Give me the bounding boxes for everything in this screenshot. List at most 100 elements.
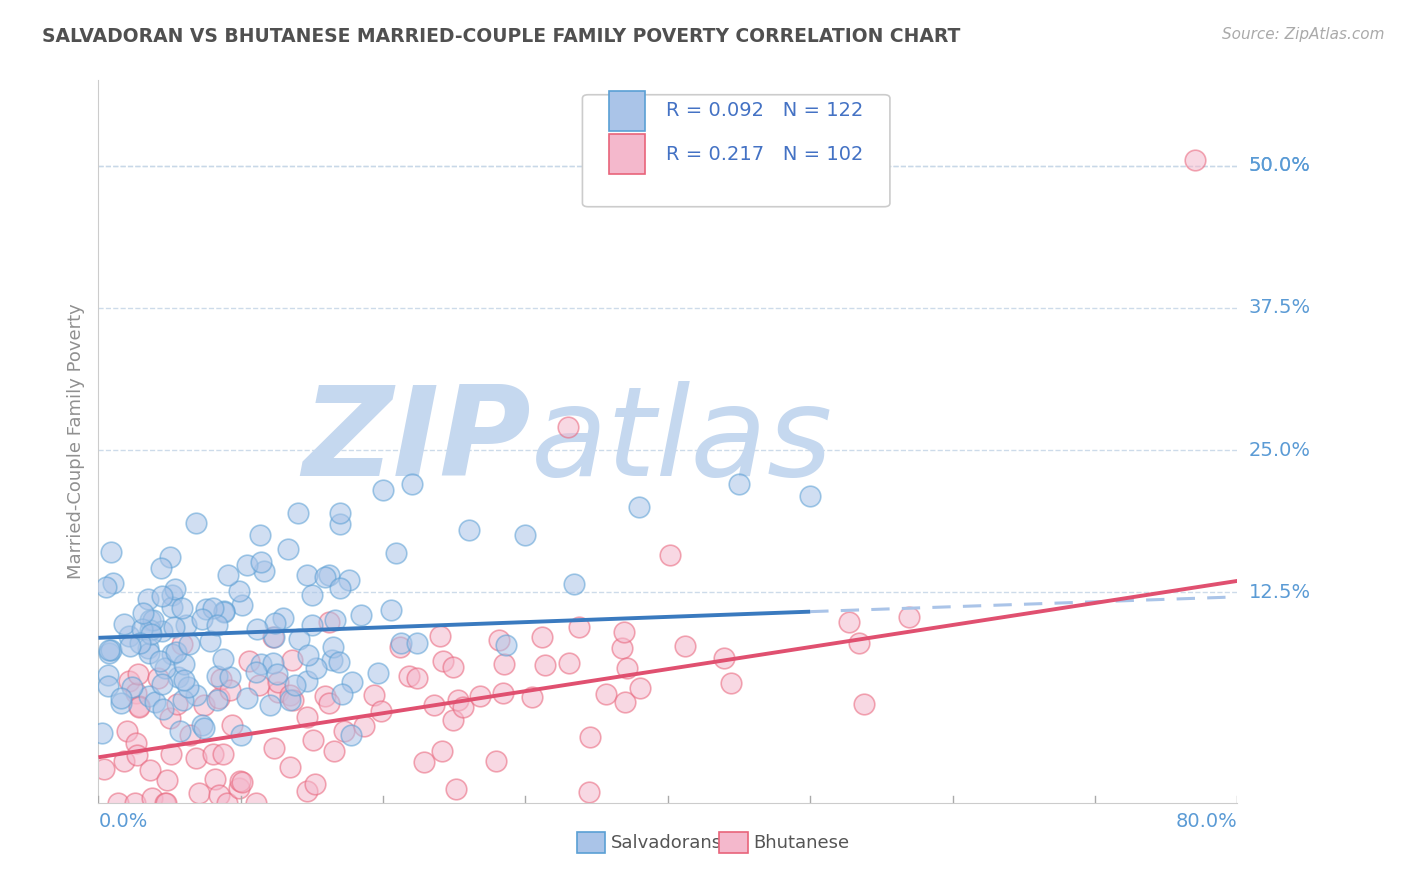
Point	[853, 698, 876, 712]
Point	[613, 625, 636, 640]
Point	[333, 723, 356, 738]
Point	[228, 773, 250, 788]
Point	[160, 647, 183, 661]
Text: 50.0%: 50.0%	[1249, 156, 1310, 175]
Point	[430, 744, 453, 758]
Point	[250, 657, 273, 671]
Point	[283, 693, 305, 707]
Point	[136, 640, 159, 655]
Point	[193, 721, 215, 735]
Point	[146, 671, 169, 685]
Point	[139, 627, 162, 641]
Point	[115, 724, 138, 739]
Point	[412, 755, 434, 769]
Point	[150, 624, 173, 638]
Point	[451, 699, 474, 714]
Point	[578, 784, 600, 798]
Point	[139, 613, 162, 627]
Point	[485, 754, 508, 768]
Point	[100, 642, 122, 657]
Point	[94, 580, 117, 594]
Point	[132, 607, 155, 621]
Point	[330, 687, 353, 701]
Point	[322, 640, 344, 654]
Point	[117, 674, 139, 689]
Point	[329, 506, 352, 520]
Point	[173, 657, 195, 671]
Point	[172, 693, 194, 707]
Point	[155, 796, 177, 810]
Point	[128, 699, 150, 714]
Point	[235, 558, 257, 572]
Point	[267, 675, 290, 690]
Point	[318, 567, 340, 582]
Text: Source: ZipAtlas.com: Source: ZipAtlas.com	[1222, 27, 1385, 42]
Point	[184, 688, 207, 702]
Point	[212, 604, 235, 618]
Point	[277, 542, 299, 557]
Point	[208, 788, 231, 802]
Point	[447, 692, 470, 706]
Text: R = 0.092   N = 122: R = 0.092 N = 122	[665, 102, 863, 120]
Point	[488, 633, 510, 648]
Point	[217, 567, 239, 582]
Point	[160, 747, 183, 761]
Point	[297, 709, 319, 723]
Point	[97, 643, 120, 657]
Point	[253, 564, 276, 578]
Point	[165, 582, 187, 596]
Point	[118, 630, 141, 644]
Point	[166, 698, 188, 712]
Point	[177, 680, 200, 694]
Point	[208, 690, 231, 705]
Point	[595, 687, 617, 701]
Point	[557, 420, 579, 434]
Point	[121, 681, 143, 695]
Point	[353, 719, 375, 733]
Point	[568, 620, 591, 634]
Point	[165, 645, 187, 659]
Point	[160, 600, 183, 615]
Point	[219, 683, 242, 698]
Point	[457, 523, 479, 537]
Point	[91, 726, 114, 740]
Text: 37.5%: 37.5%	[1249, 298, 1310, 318]
Point	[205, 617, 228, 632]
Point	[184, 516, 207, 530]
Point	[245, 796, 267, 810]
Point	[838, 615, 860, 630]
Point	[370, 704, 392, 718]
Point	[190, 612, 212, 626]
Point	[628, 681, 651, 695]
Point	[110, 696, 132, 710]
Point	[799, 489, 821, 503]
Point	[246, 622, 269, 636]
Point	[152, 677, 174, 691]
Point	[236, 691, 259, 706]
Point	[301, 618, 323, 632]
Point	[470, 690, 492, 704]
Point	[401, 477, 423, 491]
Point	[321, 653, 343, 667]
Point	[201, 601, 224, 615]
Point	[266, 685, 288, 699]
Point	[194, 602, 217, 616]
Point	[284, 678, 307, 692]
Point	[363, 688, 385, 702]
Point	[406, 671, 429, 685]
Point	[159, 550, 181, 565]
Point	[97, 667, 120, 681]
Point	[259, 698, 281, 712]
Point	[579, 730, 602, 744]
Point	[201, 747, 224, 762]
Point	[231, 599, 253, 613]
Point	[215, 796, 238, 810]
Point	[266, 667, 288, 681]
Point	[388, 640, 411, 654]
Point	[614, 695, 637, 709]
Point	[720, 676, 742, 690]
Point	[163, 620, 186, 634]
Point	[673, 639, 696, 653]
Point	[100, 544, 122, 558]
Point	[384, 546, 406, 560]
